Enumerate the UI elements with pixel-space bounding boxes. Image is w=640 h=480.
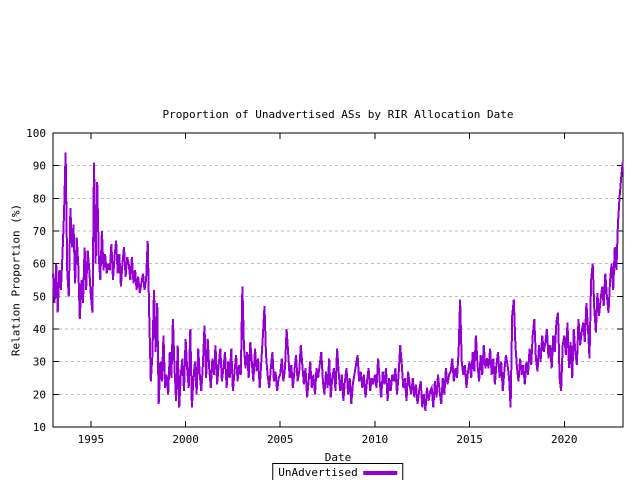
y-tick-label: 10 (33, 421, 46, 434)
x-axis-label: Date (324, 451, 352, 464)
data-line-unadvertised (52, 152, 624, 411)
y-tick-label: 50 (33, 290, 46, 303)
y-tick-label: 100 (26, 127, 46, 140)
x-tick-label: 1995 (78, 433, 105, 446)
chart-title: Proportion of Unadvertised ASs by RIR Al… (162, 108, 514, 121)
y-tick-label: 90 (33, 160, 46, 173)
legend-line-swatch (363, 470, 398, 475)
y-tick-label: 70 (33, 225, 46, 238)
x-tick-label: 2000 (172, 433, 199, 446)
x-tick-label: 2005 (267, 433, 294, 446)
y-tick-label: 30 (33, 356, 46, 369)
x-tick-label: 2020 (551, 433, 578, 446)
y-tick-label: 60 (33, 258, 46, 271)
x-tick-label: 2015 (456, 433, 483, 446)
legend-label: UnAdvertised (278, 466, 358, 479)
x-tick-label: 2010 (362, 433, 389, 446)
legend-box: UnAdvertised (272, 463, 404, 480)
y-tick-label: 20 (33, 388, 46, 401)
y-tick-label: 80 (33, 192, 46, 205)
y-tick-label: 40 (33, 323, 46, 336)
